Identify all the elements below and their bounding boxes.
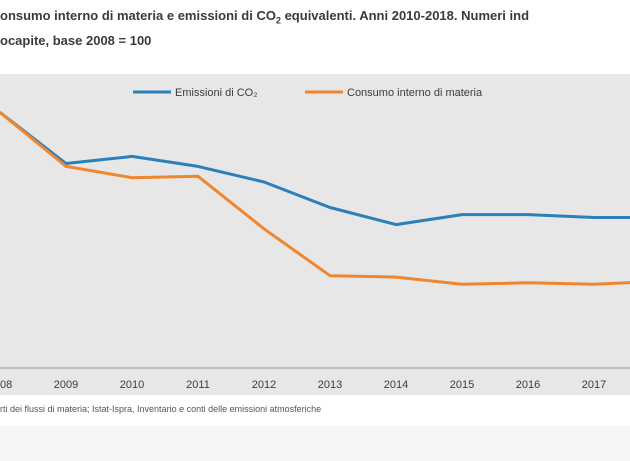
legend: Emissioni di CO₂ Consumo interno di mater… <box>133 87 483 99</box>
data-point <box>262 180 266 184</box>
chart-title-line-2: ocapite, base 2008 = 100 <box>0 32 152 48</box>
x-axis-ticks: 08 2009 2010 2011 2012 2013 2014 2015 2016 2017 <box>0 379 606 391</box>
x-tick-label: 2012 <box>252 379 276 391</box>
data-point <box>262 227 266 230</box>
data-point <box>394 275 398 279</box>
chart-title-part-1: onsumo interno di materia e emissioni di… <box>0 8 276 23</box>
line-chart: Emissioni di CO₂ Consumo interno di mater… <box>0 87 630 391</box>
data-point <box>460 283 464 286</box>
legend-label: Consumo interno di materia <box>347 87 483 99</box>
x-tick-label: 2016 <box>516 379 540 391</box>
chart-title-line-1: onsumo interno di materia e emissioni di… <box>0 6 630 31</box>
data-point <box>64 165 68 168</box>
chart-title-part-2: equivalenti. Anni 2010-2018. Numeri ind <box>280 8 530 23</box>
data-point <box>196 175 200 178</box>
data-point <box>328 274 332 277</box>
data-point <box>394 223 398 226</box>
x-tick-label: 2014 <box>384 379 408 391</box>
data-point <box>526 213 530 216</box>
data-point <box>0 111 2 114</box>
plot-background <box>0 74 630 395</box>
data-point <box>130 155 134 158</box>
source-note: rti dei flussi di materia; Istat-Ispra, … <box>0 404 322 414</box>
data-point <box>328 206 332 209</box>
data-point <box>130 176 134 179</box>
x-tick-label: 2010 <box>120 379 144 391</box>
data-point <box>196 165 200 168</box>
legend-label: Emissioni di CO₂ <box>175 87 258 99</box>
data-point <box>592 283 596 286</box>
x-tick-label: 2013 <box>318 379 342 391</box>
series-layer <box>0 111 630 286</box>
chart-title-subscript: 2 <box>275 15 281 26</box>
x-tick-label: 08 <box>0 379 12 391</box>
data-point <box>592 216 596 219</box>
chart-title: onsumo interno di materia e emissioni di… <box>0 6 630 50</box>
series-line-consumo <box>0 111 630 286</box>
bottom-band <box>0 426 630 461</box>
data-point <box>460 213 464 216</box>
x-tick-label: 2017 <box>582 379 606 391</box>
data-point <box>526 281 530 284</box>
x-tick-label: 2011 <box>186 379 210 391</box>
x-tick-label: 2009 <box>54 379 78 391</box>
x-tick-label: 2015 <box>450 379 474 391</box>
series-line-emissioni <box>0 111 630 227</box>
